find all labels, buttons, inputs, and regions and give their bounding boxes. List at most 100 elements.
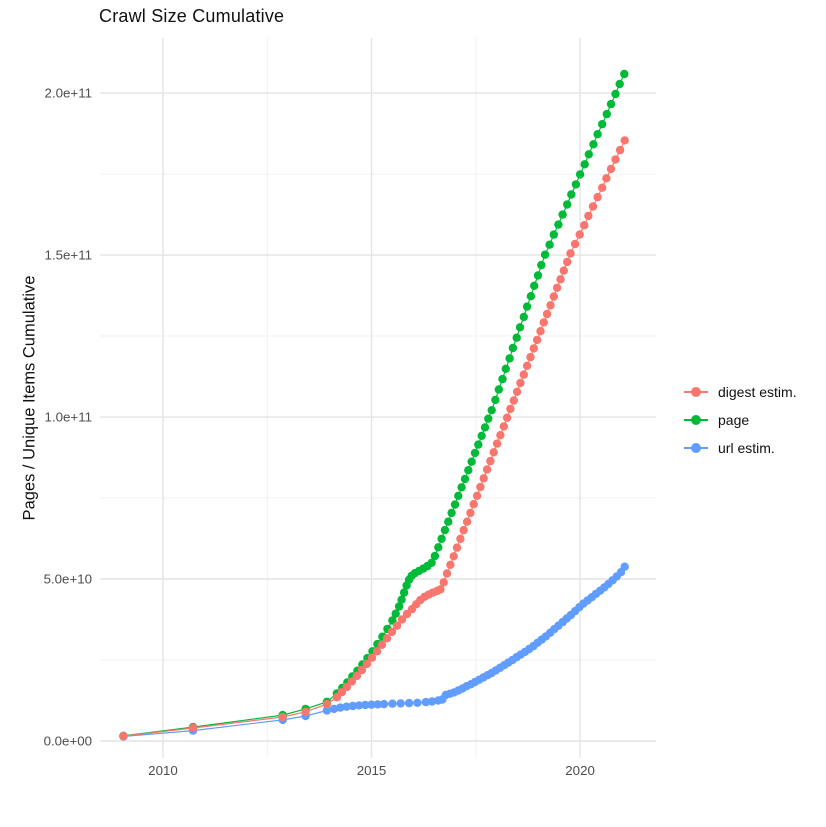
data-point <box>457 483 466 492</box>
data-point <box>486 456 495 466</box>
data-point <box>566 249 575 258</box>
data-point <box>487 406 496 415</box>
data-point <box>602 174 611 183</box>
data-point <box>460 474 470 484</box>
data-point <box>501 364 510 373</box>
legend-point-icon <box>691 387 701 397</box>
data-point <box>397 615 407 624</box>
data-point <box>611 155 620 164</box>
data-point <box>571 180 581 189</box>
data-point <box>188 723 198 733</box>
series-line <box>123 140 626 737</box>
y-tick-label: 2.0e+11 <box>45 86 92 101</box>
data-point <box>522 361 532 370</box>
data-point <box>342 682 352 692</box>
x-tick-label: 2010 <box>148 763 178 778</box>
data-point <box>546 301 555 310</box>
data-point <box>615 79 624 89</box>
data-point <box>615 145 625 155</box>
data-point <box>449 552 458 561</box>
data-point <box>322 706 332 715</box>
data-point <box>620 69 629 79</box>
data-point <box>452 543 462 552</box>
data-point <box>491 395 500 405</box>
data-point <box>584 211 593 221</box>
data-point <box>575 170 585 179</box>
data-point <box>454 491 463 500</box>
y-axis-labels: 0.0e+00 5.0e+10 1.0e+11 1.5e+11 2.0e+11 <box>44 86 92 749</box>
gridlines-minor <box>100 38 656 758</box>
data-point <box>482 465 492 474</box>
data-point <box>413 698 422 707</box>
data-point <box>421 697 430 707</box>
data-point <box>606 164 616 174</box>
data-point <box>492 439 502 448</box>
data-point <box>447 508 456 518</box>
data-point <box>512 387 522 396</box>
data-point <box>391 609 400 618</box>
data-point <box>472 491 482 500</box>
data-point <box>522 302 532 311</box>
y-tick-label: 1.0e+11 <box>45 410 92 425</box>
data-point <box>532 335 542 345</box>
series-url-estim- <box>119 562 629 741</box>
data-point <box>466 508 475 518</box>
legend-item-page: page <box>684 406 797 434</box>
data-point <box>606 99 616 109</box>
data-point <box>444 517 453 526</box>
x-axis-labels: 2010 2015 2020 <box>148 763 595 778</box>
chart-title: Crawl Size Cumulative <box>99 6 285 26</box>
data-point <box>437 534 446 543</box>
data-point <box>476 482 485 492</box>
data-point <box>379 699 389 709</box>
data-point <box>394 602 404 611</box>
data-point <box>477 431 486 440</box>
y-tick-label: 0.0e+00 <box>44 734 92 749</box>
data-point <box>549 230 558 239</box>
data-point <box>558 210 567 219</box>
data-point <box>593 130 602 139</box>
data-point <box>354 701 364 710</box>
data-point <box>519 312 528 322</box>
data-point <box>372 647 382 656</box>
data-point <box>506 404 515 414</box>
legend-key-digest <box>684 384 708 400</box>
data-point <box>480 423 490 432</box>
data-point <box>397 595 406 604</box>
data-point <box>439 578 448 587</box>
data-point <box>329 704 339 714</box>
legend-point-icon <box>691 415 701 425</box>
data-point <box>580 221 589 230</box>
data-point <box>589 140 598 149</box>
data-point <box>545 240 554 249</box>
data-point <box>496 431 505 440</box>
data-point <box>464 466 473 475</box>
x-tick-label: 2015 <box>357 763 387 778</box>
data-point <box>388 699 397 708</box>
data-point <box>539 318 548 327</box>
data-point <box>611 89 620 99</box>
data-point <box>498 374 507 384</box>
x-tick-label: 2020 <box>565 763 595 778</box>
gridlines-major <box>100 38 656 758</box>
data-point <box>526 352 535 362</box>
data-point <box>470 448 480 458</box>
legend-item-digest-estim: digest estim. <box>684 378 797 406</box>
data-point <box>559 266 568 275</box>
data-point <box>469 500 478 509</box>
data-point <box>509 396 518 405</box>
data-point <box>479 474 488 483</box>
data-point <box>529 344 538 353</box>
data-point <box>430 551 440 561</box>
data-point <box>301 707 310 716</box>
data-point <box>322 699 332 709</box>
data-point <box>440 525 450 535</box>
data-point <box>367 700 376 709</box>
legend-key-url <box>684 440 708 456</box>
data-point <box>367 653 377 662</box>
data-point <box>352 671 362 681</box>
data-point <box>361 700 370 710</box>
data-point <box>467 457 476 466</box>
data-point <box>552 283 562 292</box>
data-point <box>484 414 493 423</box>
